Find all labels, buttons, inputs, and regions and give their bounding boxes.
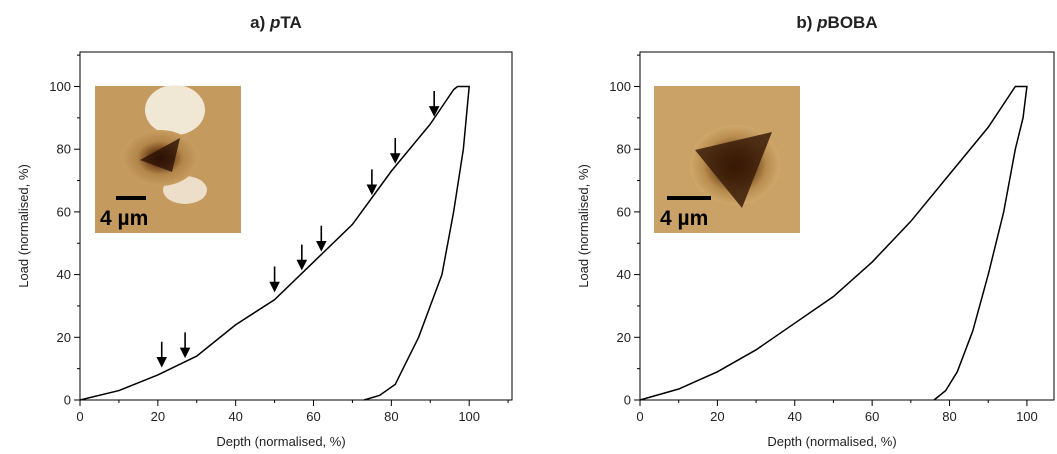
pop-in-arrow	[296, 244, 308, 271]
y-tick-label: 0	[64, 393, 71, 408]
inset-scale-label: 4 µm	[100, 207, 148, 230]
plot-frame	[79, 51, 513, 401]
title-part: p	[269, 13, 280, 32]
y-tick-label: 40	[57, 267, 71, 282]
y-tick-label: 80	[57, 142, 71, 157]
x-tick-label: 80	[384, 409, 398, 424]
inset-a: 4 µm	[95, 85, 241, 233]
x-tick-label: 0	[636, 409, 643, 424]
title-part: TA	[280, 13, 301, 32]
pop-in-arrow	[366, 169, 378, 196]
x-tick-label: 20	[710, 409, 724, 424]
y-tick-label: 20	[57, 330, 71, 345]
y-tick-label: 100	[49, 79, 71, 94]
y-tick-label: 60	[617, 204, 631, 219]
x-axis-label: Depth (normalised, %)	[767, 434, 896, 449]
y-tick-label: 40	[617, 267, 631, 282]
y-axis-label: Load (normalised, %)	[16, 164, 31, 288]
chart-title: a) pTA	[250, 13, 302, 32]
y-axis-label: Load (normalised, %)	[576, 164, 591, 288]
pop-in-arrow	[389, 138, 401, 164]
x-tick-label: 40	[228, 409, 242, 424]
title-part: p	[816, 13, 827, 32]
pop-in-arrow	[316, 225, 327, 252]
x-tick-label: 40	[788, 409, 802, 424]
x-tick-label: 0	[76, 409, 83, 424]
y-tick-label: 100	[609, 79, 631, 94]
title-part: b)	[796, 13, 817, 32]
x-tick-label: 20	[151, 409, 165, 424]
x-tick-label: 60	[306, 409, 320, 424]
title-part: a)	[250, 13, 270, 32]
plot-frame	[639, 51, 1055, 401]
pop-in-arrow	[428, 90, 440, 117]
x-tick-label: 100	[458, 409, 480, 424]
y-tick-label: 80	[617, 142, 631, 157]
y-tick-label: 60	[57, 204, 71, 219]
load-depth-curve	[79, 85, 471, 401]
x-tick-label: 100	[1016, 409, 1038, 424]
x-axis-label: Depth (normalised, %)	[216, 434, 345, 449]
pop-in-arrow	[179, 332, 191, 359]
pop-in-arrow	[269, 266, 280, 293]
inset-b: 4 µm	[654, 86, 800, 233]
y-tick-label: 20	[617, 330, 631, 345]
title-part: BOBA	[828, 13, 878, 32]
pop-in-arrow	[156, 341, 168, 368]
y-tick-label: 0	[624, 393, 631, 408]
chart-title: b) pBOBA	[796, 13, 877, 32]
inset-scale-label: 4 µm	[660, 207, 708, 230]
x-tick-label: 60	[865, 409, 879, 424]
x-tick-label: 80	[942, 409, 956, 424]
load-depth-curve	[639, 85, 1028, 401]
